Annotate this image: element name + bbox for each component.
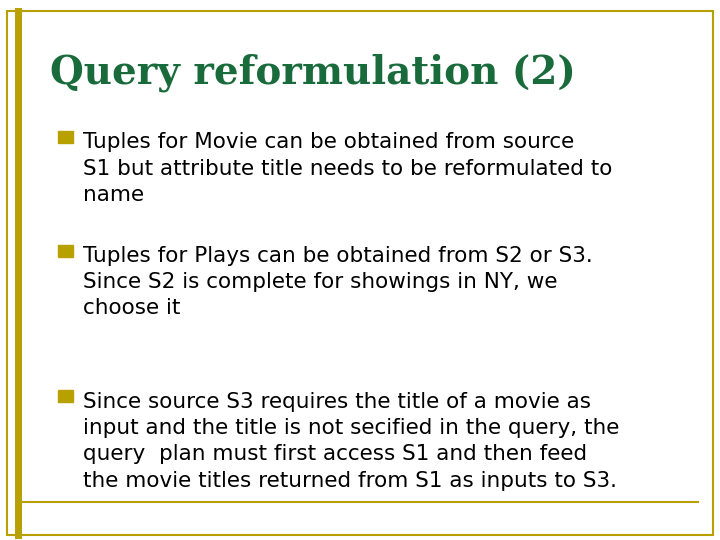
Text: Query reformulation (2): Query reformulation (2): [50, 54, 576, 92]
Text: Since source S3 requires the title of a movie as
input and the title is not seci: Since source S3 requires the title of a …: [83, 392, 619, 491]
Text: Tuples for Movie can be obtained from source
S1 but attribute title needs to be : Tuples for Movie can be obtained from so…: [83, 132, 612, 205]
Text: Tuples for Plays can be obtained from S2 or S3.
Since S2 is complete for showing: Tuples for Plays can be obtained from S2…: [83, 246, 593, 319]
